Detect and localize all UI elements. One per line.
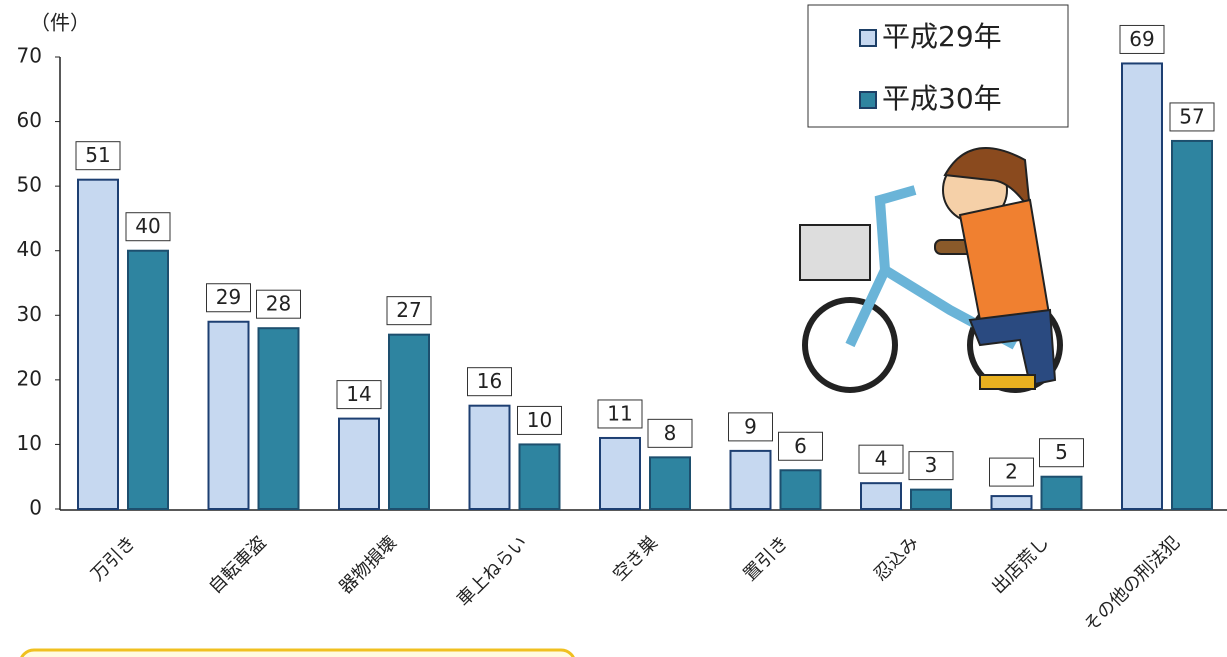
x-tick-label: 車上ねらい [453,532,531,610]
value-label-box [256,289,301,319]
illustration [799,147,1063,393]
bar [860,482,902,510]
x-tick-label: 出店荒し [988,532,1054,598]
legend-swatch [859,29,877,47]
y-tick-label: 20 [17,366,42,390]
y-tick-label: 30 [17,302,42,326]
value-label-box [597,399,643,429]
bar [649,456,691,511]
value-label-box [467,367,512,397]
value-label: 40 [135,214,160,238]
y-tick-label: 0 [29,496,42,520]
value-label-box [125,212,171,242]
value-label-box [1039,438,1084,468]
value-label-box [728,412,773,442]
value-label: 29 [216,285,241,309]
legend-label: 平成29年 [882,20,1002,53]
bar [518,443,561,510]
value-label: 57 [1179,104,1204,128]
value-label-box [1169,102,1215,132]
bar [599,436,641,511]
value-label-box [1119,24,1165,54]
value-label-box [336,380,382,410]
value-label: 5 [1055,440,1068,464]
legend-label: 平成30年 [882,82,1002,115]
value-label-box [386,296,432,326]
value-label: 3 [925,453,938,477]
value-label: 4 [875,447,888,471]
x-tick-label: 忍込み [870,532,923,585]
y-tick-label: 60 [17,108,42,132]
x-tick-label: 万引き [87,532,140,585]
x-tick-label: 置引き [740,532,793,585]
y-tick-label: 50 [17,173,42,197]
value-label-box [908,451,954,481]
x-tick-label: 器物損壊 [335,532,401,598]
value-label-box [778,431,823,461]
value-label-box [206,283,251,313]
value-label: 6 [794,434,807,458]
bar [257,327,300,511]
value-label: 2 [1005,460,1018,484]
value-label: 28 [266,292,291,316]
value-label: 16 [477,369,502,393]
bar [468,404,511,510]
value-label: 11 [607,401,632,425]
bar [207,320,250,510]
bar [779,469,822,510]
y-tick-label: 10 [17,431,42,455]
bar [1040,475,1083,511]
value-label-box [75,141,121,171]
bar [127,249,169,510]
bar [77,178,119,511]
value-label: 27 [396,298,421,322]
value-label: 9 [744,414,757,438]
y-tick-label: 70 [17,44,42,68]
value-label: 10 [527,408,552,432]
bar [729,449,772,510]
legend-swatch [859,91,877,109]
bar [910,488,952,510]
y-tick-label: 40 [17,237,42,261]
bar [338,417,380,511]
bar [388,333,430,510]
value-label: 51 [85,143,110,167]
value-label: 69 [1129,27,1154,51]
x-tick-label: 空き巣 [609,532,662,585]
value-label: 14 [346,382,371,406]
value-label-box [989,457,1034,487]
x-tick-label: 自転車盗 [205,532,271,598]
bar [1121,62,1163,510]
value-label-box [858,444,904,474]
y-axis-label: （件） [30,11,90,35]
value-label: 8 [664,421,677,445]
x-tick-label: その他の刑法犯 [1080,532,1184,636]
bar [1171,139,1213,510]
bar [990,495,1033,511]
legend-box [807,4,1069,128]
value-label-box [647,418,693,448]
note-box [20,648,575,657]
value-label-box [517,405,562,435]
